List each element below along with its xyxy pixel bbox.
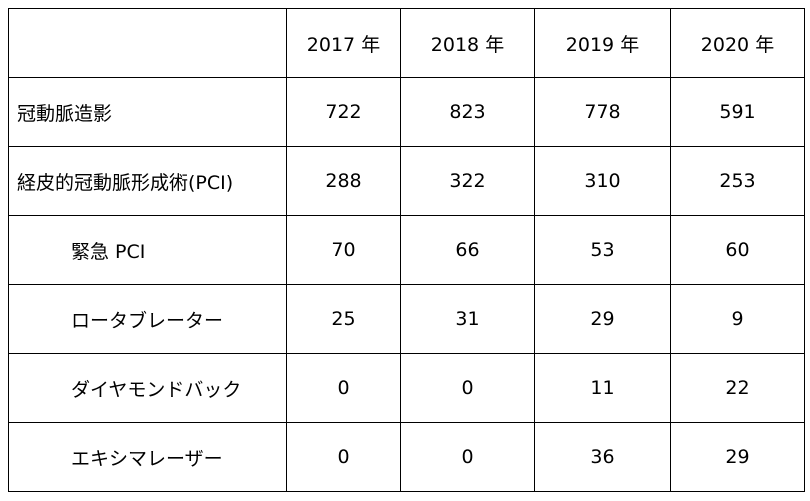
row-label: エキシマレーザー [8, 422, 287, 492]
table-row: エキシマレーザー 0 0 36 29 [8, 422, 805, 492]
row-label: 冠動脈造影 [8, 77, 287, 147]
cell-value: 591 [670, 77, 805, 147]
cell-value: 36 [534, 422, 671, 492]
header-row: 2017 年 2018 年 2019 年 2020 年 [8, 8, 805, 78]
cell-value: 70 [286, 215, 401, 285]
cell-value: 0 [400, 353, 535, 423]
cell-value: 29 [670, 422, 805, 492]
cell-value: 66 [400, 215, 535, 285]
cell-value: 31 [400, 284, 535, 354]
header-year-2018: 2018 年 [400, 8, 535, 78]
cell-value: 9 [670, 284, 805, 354]
header-corner-cell [8, 8, 287, 78]
cell-value: 322 [400, 146, 535, 216]
cell-value: 53 [534, 215, 671, 285]
row-label: 緊急 PCI [8, 215, 287, 285]
table-row: 冠動脈造影 722 823 778 591 [8, 77, 805, 147]
cell-value: 722 [286, 77, 401, 147]
header-year-2017: 2017 年 [286, 8, 401, 78]
table-row: ロータブレーター 25 31 29 9 [8, 284, 805, 354]
cell-value: 0 [400, 422, 535, 492]
cell-value: 823 [400, 77, 535, 147]
table-row: 経皮的冠動脈形成術(PCI) 288 322 310 253 [8, 146, 805, 216]
table-row: 緊急 PCI 70 66 53 60 [8, 215, 805, 285]
cell-value: 310 [534, 146, 671, 216]
row-label: 経皮的冠動脈形成術(PCI) [8, 146, 287, 216]
cell-value: 0 [286, 353, 401, 423]
cell-value: 25 [286, 284, 401, 354]
procedure-count-table: 2017 年 2018 年 2019 年 2020 年 冠動脈造影 722 82… [8, 8, 805, 492]
cell-value: 29 [534, 284, 671, 354]
header-year-2020: 2020 年 [670, 8, 805, 78]
cell-value: 60 [670, 215, 805, 285]
header-year-2019: 2019 年 [534, 8, 671, 78]
cell-value: 11 [534, 353, 671, 423]
cell-value: 253 [670, 146, 805, 216]
cell-value: 0 [286, 422, 401, 492]
cell-value: 288 [286, 146, 401, 216]
cell-value: 22 [670, 353, 805, 423]
table-row: ダイヤモンドバック 0 0 11 22 [8, 353, 805, 423]
row-label: ロータブレーター [8, 284, 287, 354]
cell-value: 778 [534, 77, 671, 147]
row-label: ダイヤモンドバック [8, 353, 287, 423]
